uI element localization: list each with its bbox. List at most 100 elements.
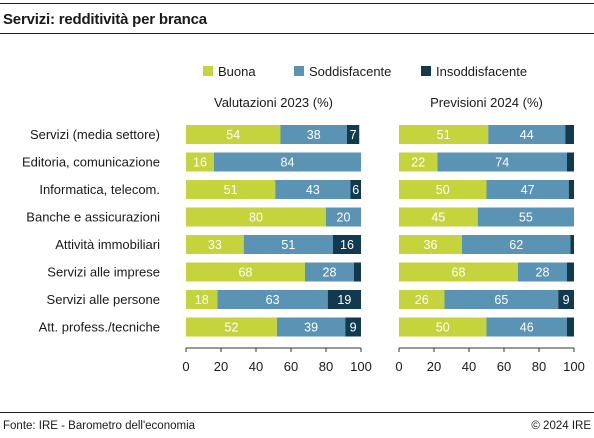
data-label: 50 [436,321,450,335]
bar-segment [186,125,281,144]
source-note: Fonte: IRE - Barometro dell'economia [3,420,196,432]
data-label: 16 [193,156,207,170]
category-label: Servizi (media settore) [30,127,160,142]
bar-segment [444,290,559,309]
data-label: 74 [495,156,509,170]
data-label: 43 [306,183,320,197]
bar-segment [488,125,566,144]
category-label: Editoria, comunicazione [22,155,160,170]
x-tick-label: 20 [214,359,228,374]
bar-segment [214,152,361,172]
bar-segment [567,317,574,337]
legend-swatch [421,66,431,76]
bar-segment [399,235,462,254]
data-label: 18 [195,293,209,307]
bar-segment [326,207,361,227]
bar-segment [350,180,361,199]
data-label: 39 [304,321,318,335]
data-label: 28 [536,266,550,280]
x-tick-label: 20 [427,359,441,374]
bar-segment [333,235,361,254]
bar-segment [243,235,333,254]
x-tick-label: 60 [497,359,511,374]
data-label: 51 [281,238,295,252]
x-tick-label: 40 [249,359,263,374]
footer-rule [0,412,594,413]
data-label: 16 [340,238,354,252]
x-tick-label: 80 [319,359,333,374]
panel-title: Valutazioni 2023 (%) [214,95,333,110]
bar-segment [186,207,326,227]
bar-segment [570,235,574,254]
bar-segment [399,152,438,172]
bar-segment [399,262,518,282]
bar-segment [565,125,574,144]
data-label: 36 [424,238,438,252]
bar-segment [186,152,214,172]
data-label: 46 [520,321,534,335]
legend-label: Insoddisfacente [436,64,527,79]
bar-segment [399,180,487,199]
bar-segment [186,262,305,282]
data-label: 7 [350,128,357,142]
bar-segment [568,180,574,199]
bar-segment [186,290,218,309]
data-label: 44 [520,128,534,142]
bar-segment [399,125,489,144]
legend-swatch [203,66,213,76]
data-label: 19 [337,293,351,307]
bar-segment [275,180,351,199]
bar-segment [277,317,346,337]
category-label: Servizi alle persone [47,292,160,307]
legend-label: Buona [218,64,256,79]
panel-title: Previsioni 2024 (%) [430,95,543,110]
bar-segment [518,262,567,282]
bar-segment [345,317,361,337]
data-label: 65 [494,293,508,307]
x-tick-label: 40 [462,359,476,374]
copyright-note: © 2024 IRE [531,420,591,432]
category-label: Servizi alle imprese [47,265,160,280]
data-label: 47 [521,183,535,197]
data-label: 20 [337,211,351,225]
bar-segment [354,262,361,282]
data-label: 54 [226,128,240,142]
data-label: 33 [208,238,222,252]
category-label: Banche e assicurazioni [26,210,160,225]
category-label: Informatica, telecom. [39,182,160,197]
data-label: 80 [249,211,263,225]
data-label: 45 [431,211,445,225]
data-label: 63 [266,293,280,307]
data-label: 68 [239,266,253,280]
data-label: 52 [225,321,239,335]
bar-segment [399,317,487,337]
bar-segment [399,290,445,309]
bar-segment [486,317,567,337]
bar-segment [462,235,571,254]
data-label: 9 [563,293,570,307]
x-tick-label: 60 [284,359,298,374]
bar-segment [186,317,277,337]
title-rule [0,33,594,34]
page-title: Servizi: redditività per branca [3,11,207,28]
data-label: 38 [307,128,321,142]
top-rule [0,3,594,4]
data-label: 51 [437,128,451,142]
legend-label: Soddisfacente [309,64,391,79]
bar-segment [567,262,574,282]
data-label: 28 [323,266,337,280]
bar-segment [217,290,328,309]
bar-segment [305,262,354,282]
bar-segment [399,207,478,227]
x-tick-label: 0 [395,359,402,374]
data-label: 22 [411,156,425,170]
data-label: 62 [509,238,523,252]
bar-segment [327,290,361,309]
bar-segment [280,125,347,144]
bar-segment [486,180,569,199]
category-label: Att. profess./tecniche [39,320,160,335]
data-label: 68 [452,266,466,280]
bar-segment [186,180,276,199]
data-label: 26 [415,293,429,307]
data-label: 51 [224,183,238,197]
